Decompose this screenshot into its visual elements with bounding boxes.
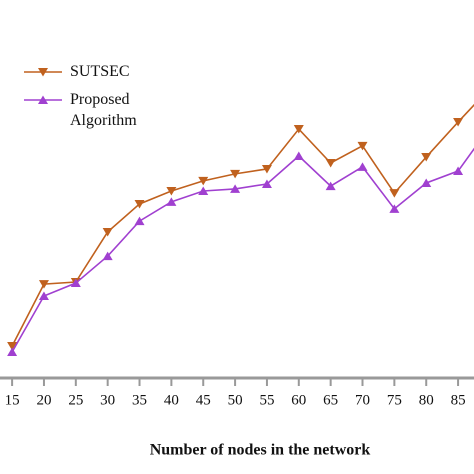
x-tick-label: 25 (68, 392, 83, 408)
marker (134, 199, 145, 209)
marker (389, 189, 400, 198)
marker (198, 176, 209, 186)
marker (325, 159, 336, 168)
marker (38, 291, 49, 300)
marker (357, 162, 368, 171)
x-tick-label: 50 (228, 392, 243, 408)
marker (293, 125, 304, 134)
marker (166, 197, 177, 206)
legend-marker (38, 95, 48, 104)
x-tick-label: 60 (291, 392, 306, 408)
x-axis-label: Number of nodes in the network (150, 442, 371, 459)
series-line (11, 147, 474, 353)
x-tick-label: 20 (36, 392, 51, 408)
legend-label: SUTSEC (70, 63, 130, 80)
marker (261, 164, 272, 174)
marker (134, 216, 145, 226)
x-tick-label: 55 (259, 392, 274, 408)
marker (7, 342, 18, 351)
marker (38, 280, 49, 289)
marker (198, 186, 209, 195)
legend-label: Proposed Algorithm (70, 91, 137, 129)
marker (389, 204, 400, 213)
x-tick-label: 45 (196, 392, 211, 408)
x-tick-label: 65 (323, 392, 338, 408)
x-tick-label: 85 (451, 392, 466, 408)
plot-area (7, 103, 474, 356)
marker (230, 184, 241, 193)
x-tick-label: 70 (355, 392, 370, 408)
legend-marker (38, 68, 48, 77)
x-tick-label: 15 (5, 392, 20, 408)
marker (166, 187, 177, 196)
x-tick-label: 80 (419, 392, 434, 408)
marker (261, 179, 272, 188)
marker (102, 251, 113, 261)
series-line (11, 103, 474, 347)
marker (421, 178, 432, 187)
marker (453, 166, 464, 176)
marker (325, 181, 336, 191)
marker (357, 141, 368, 151)
marker (453, 118, 464, 127)
marker (421, 153, 432, 162)
marker (230, 169, 241, 179)
x-tick-label: 35 (132, 392, 147, 408)
x-tick-label: 75 (387, 392, 402, 408)
marker (102, 227, 113, 237)
x-tick-label: 30 (100, 392, 115, 408)
marker (293, 151, 304, 160)
x-tick-label: 40 (164, 392, 179, 408)
marker (70, 278, 81, 288)
marker (7, 347, 18, 356)
